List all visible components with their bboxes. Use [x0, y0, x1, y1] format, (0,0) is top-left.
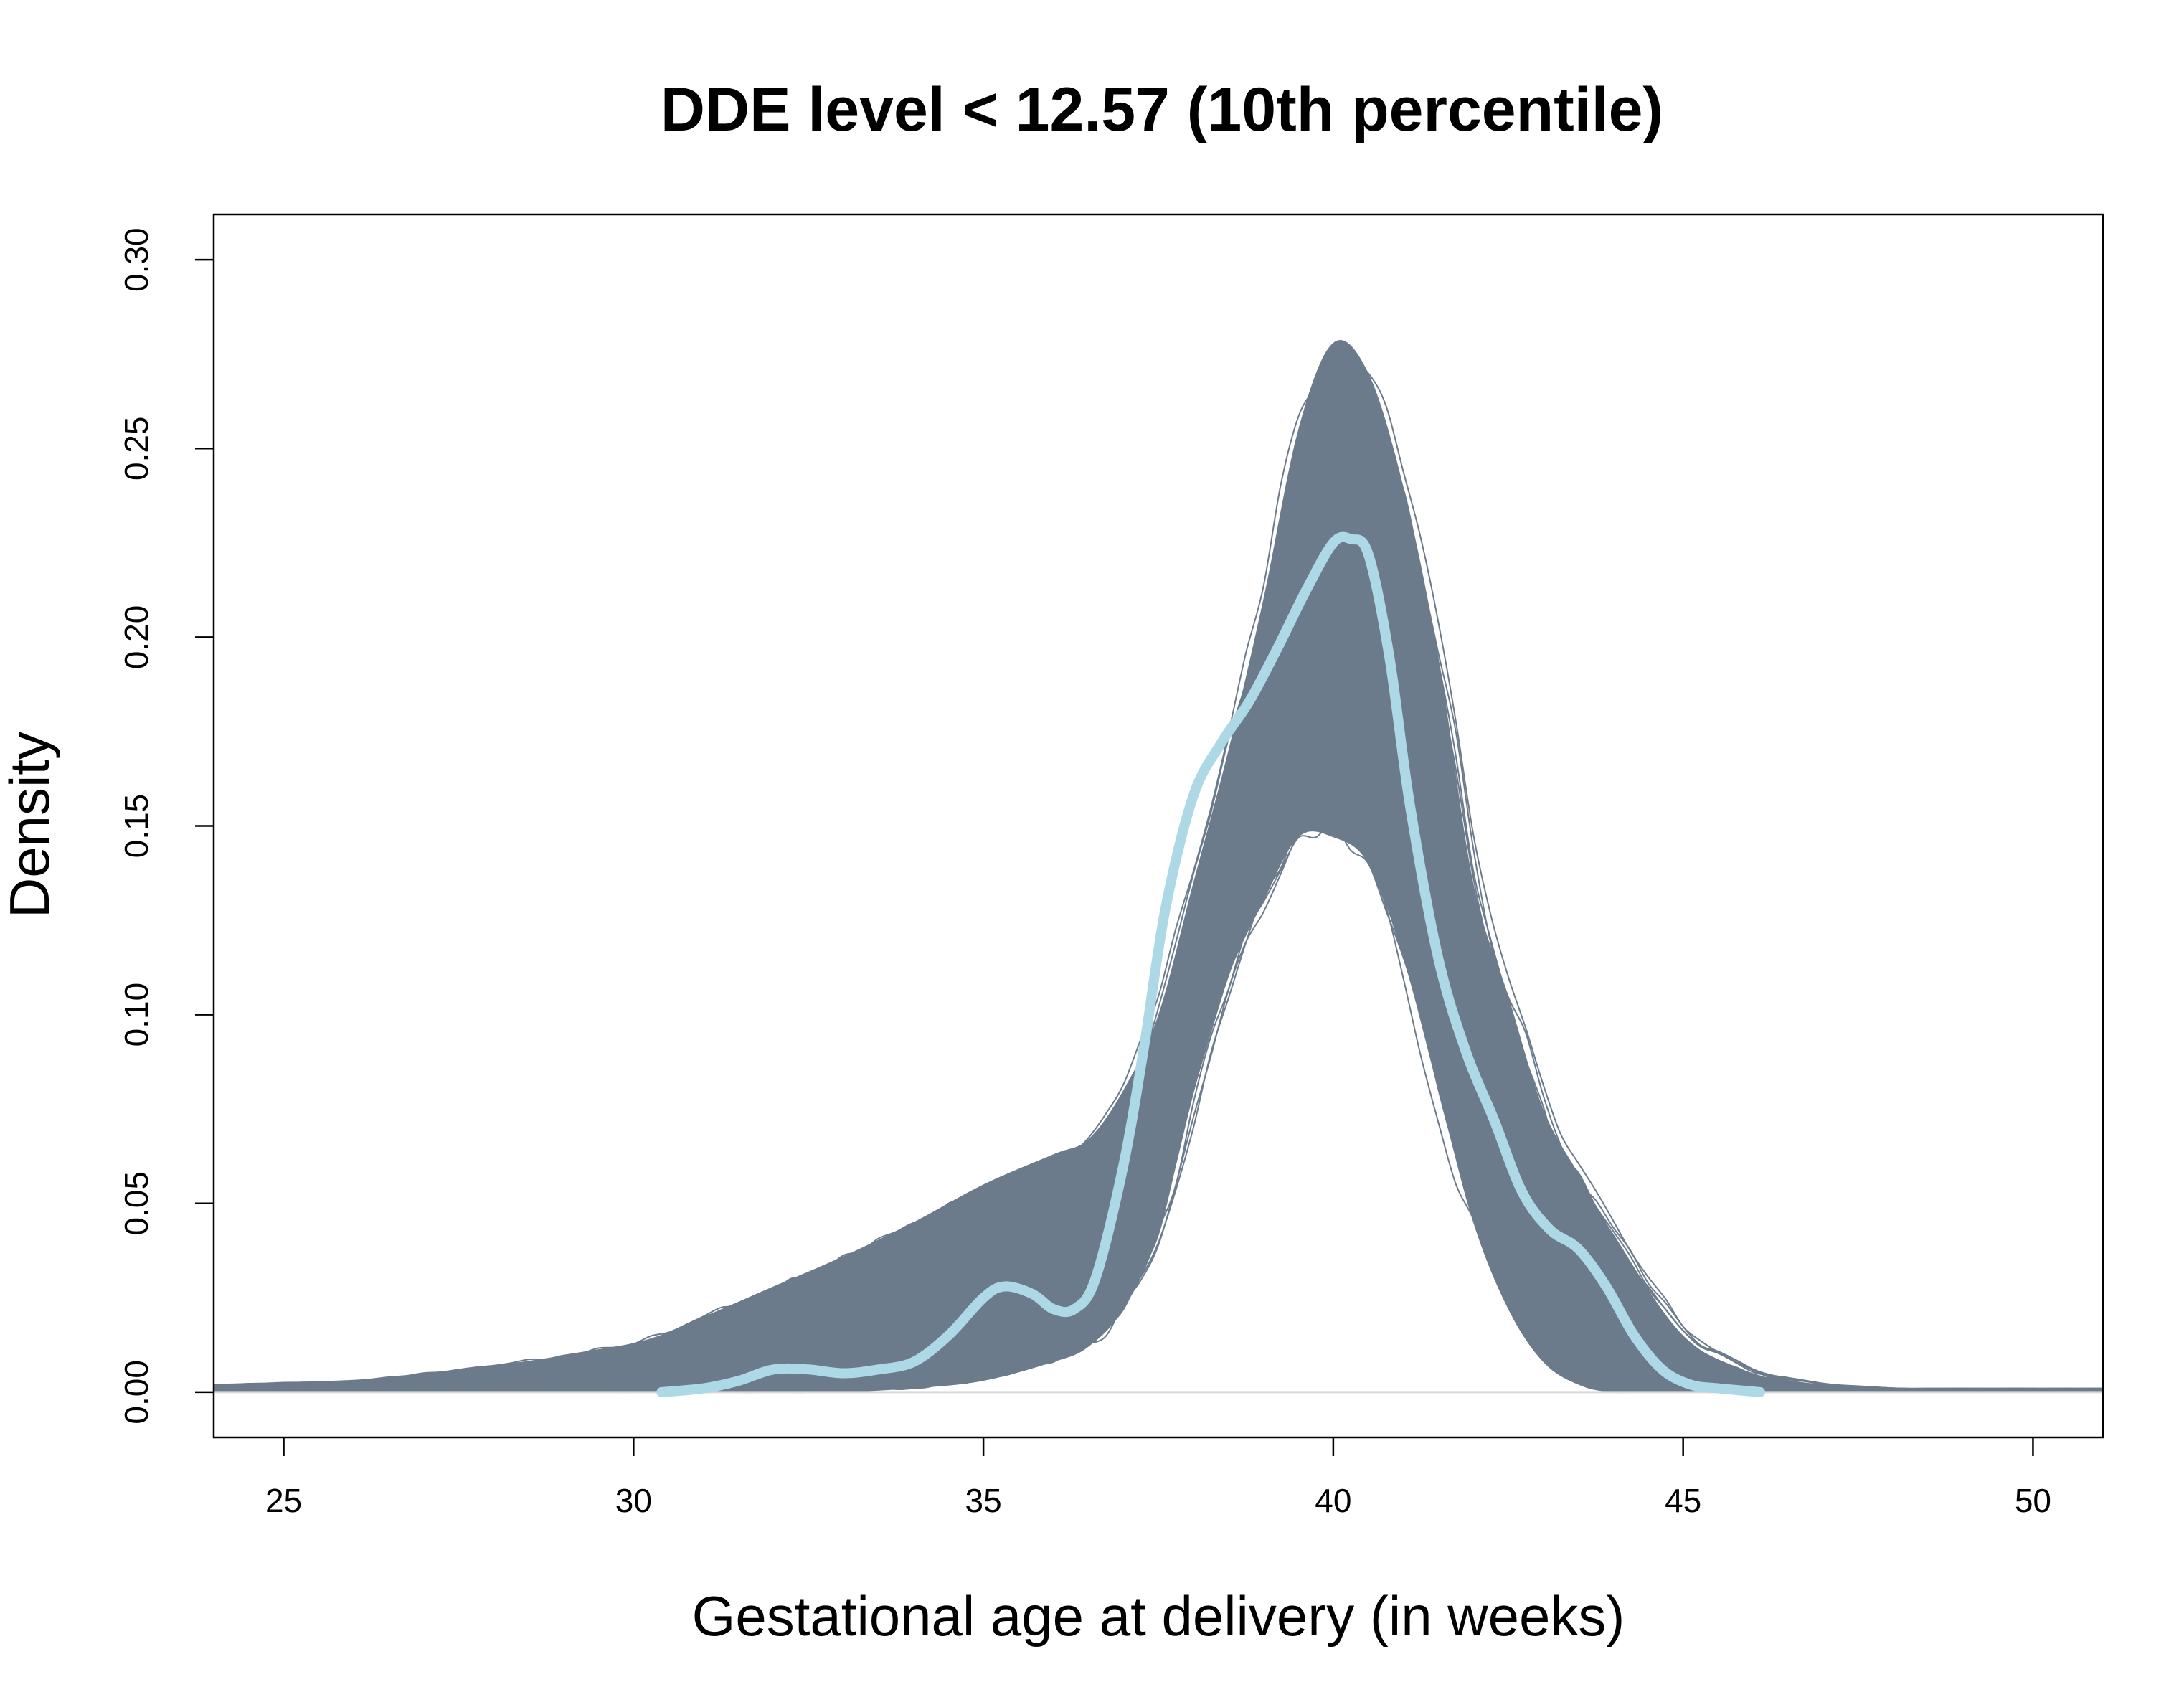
y-axis-label: Density: [0, 732, 61, 918]
bootstrap-curve: [214, 615, 2103, 1392]
bootstrap-curve: [214, 377, 2103, 1390]
x-tick-label: 40: [1315, 1482, 1351, 1519]
x-tick-label: 45: [1665, 1482, 1701, 1519]
x-axis: 25 30 35 40 45 50: [265, 1437, 2051, 1519]
x-tick-label: 35: [965, 1482, 1002, 1519]
plot-frame: [212, 213, 2104, 1439]
bootstrap-curve: [214, 393, 2103, 1390]
y-tick-label: 0.10: [118, 983, 155, 1047]
y-tick-label: 0.00: [118, 1360, 155, 1424]
y-tick-label: 0.15: [118, 794, 155, 859]
x-tick-label: 30: [615, 1482, 652, 1519]
bootstrap-band: [214, 340, 2103, 1393]
bootstrap-curve: [214, 655, 2103, 1392]
bootstrap-curve: [214, 356, 2103, 1389]
y-tick-label: 0.25: [118, 416, 155, 481]
y-tick-label: 0.30: [118, 227, 155, 292]
x-tick-label: 50: [2015, 1482, 2051, 1519]
bootstrap-curve: [214, 445, 2103, 1390]
bootstrap-curve: [214, 356, 2103, 1390]
bootstrap-curve: [214, 572, 2103, 1392]
chart-title: DDE level < 12.57 (10th percentile): [661, 75, 1663, 144]
estimated-density-curve: [656, 531, 1765, 1397]
y-axis: 0.00 0.05 0.10 0.15 0.20 0.25 0.30: [118, 227, 214, 1424]
bootstrap-curve-layer: [214, 356, 2103, 1394]
x-tick-label: 25: [265, 1482, 302, 1519]
y-tick-label: 0.20: [118, 605, 155, 670]
mean-curve-layer: [656, 531, 1765, 1397]
bootstrap-band-layer: [214, 340, 2103, 1393]
y-tick-label: 0.05: [118, 1171, 155, 1236]
x-axis-label: Gestational age at delivery (in weeks): [692, 1584, 1625, 1648]
